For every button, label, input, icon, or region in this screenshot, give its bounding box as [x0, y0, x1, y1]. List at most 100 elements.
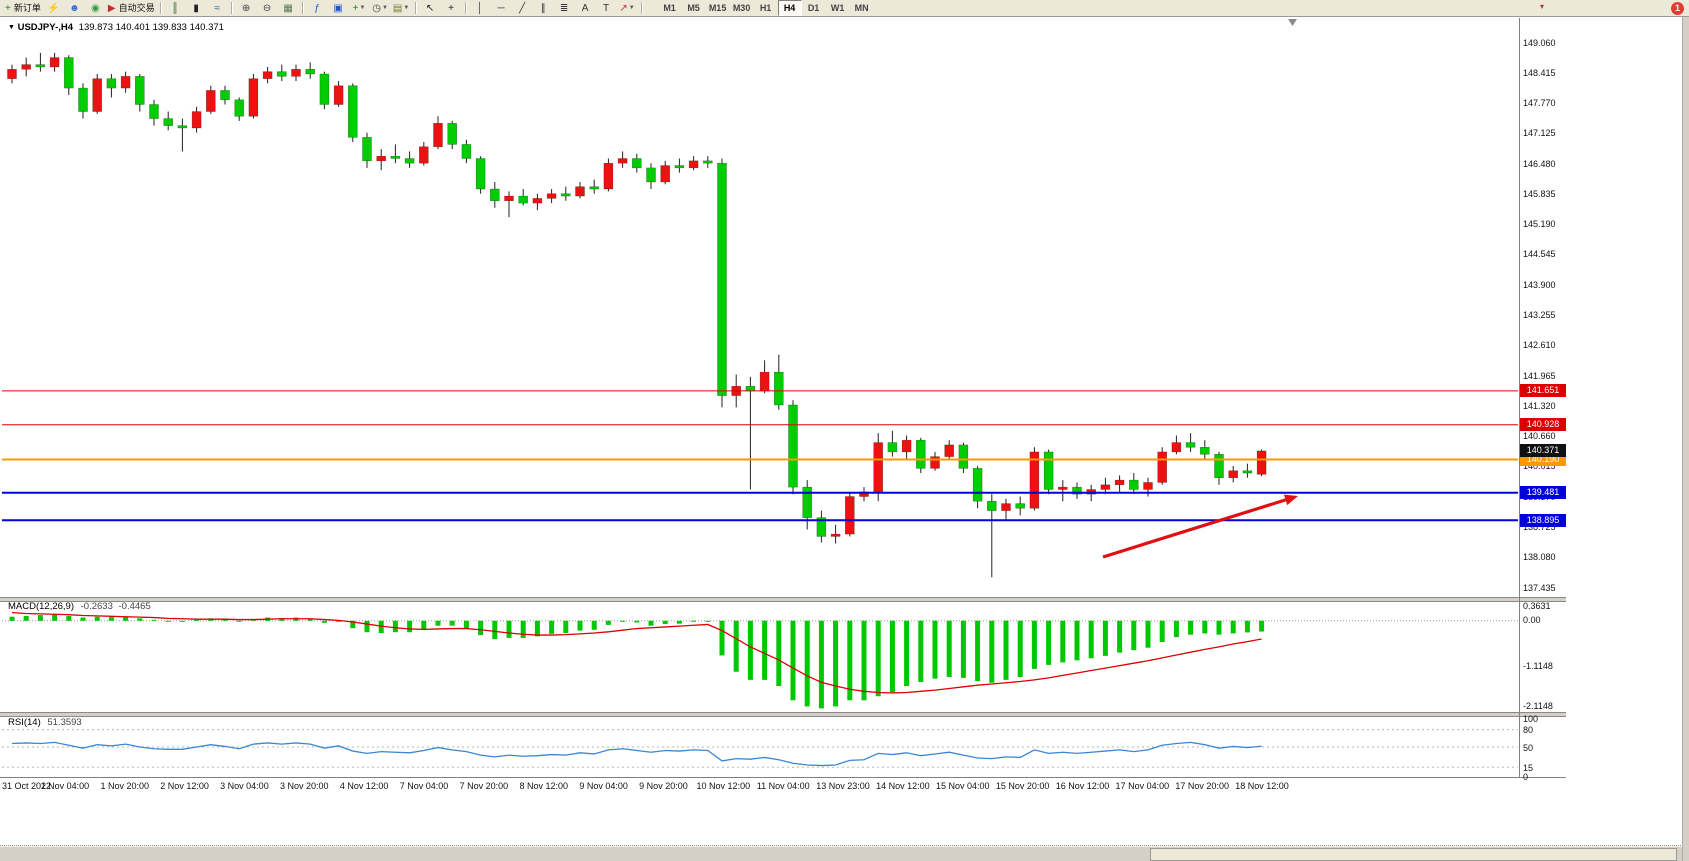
tile-windows-button[interactable]: ▦ — [278, 1, 299, 16]
add-indicator-button[interactable]: + ▼ — [349, 1, 370, 16]
candle-body — [404, 158, 415, 164]
cursor-button[interactable]: ↖ — [420, 1, 441, 16]
fibonacci-icon: ≣ — [559, 2, 569, 14]
candle-body — [589, 186, 599, 190]
line-chart-icon: ≈ — [214, 2, 220, 14]
zoom-in-button[interactable]: ⊕ — [236, 1, 257, 16]
indicator-window-button[interactable]: ▣ — [328, 1, 349, 16]
indicators-button[interactable]: ƒ — [307, 1, 328, 16]
timeframe-m5-button[interactable]: M5 — [687, 3, 700, 13]
price-axis-label: 146.480 — [1523, 158, 1556, 169]
candle-body — [816, 517, 827, 537]
candle-body — [1185, 442, 1196, 448]
price-axis-label: 142.610 — [1523, 340, 1556, 351]
text-button[interactable]: A — [575, 1, 596, 16]
price-scale-divider — [1519, 18, 1520, 778]
arrows-button[interactable]: ↗ ▼ — [617, 1, 638, 16]
price-axis-label: 143.255 — [1523, 310, 1556, 321]
candle-body — [319, 73, 330, 105]
macd-axis-label: 0.00 — [1523, 615, 1541, 626]
candle-body — [475, 158, 486, 190]
candle-body — [447, 123, 457, 145]
candle-body — [35, 64, 46, 68]
price-line-badge: 141.651 — [1520, 384, 1566, 398]
trendline-button[interactable]: ╱ — [512, 1, 533, 16]
macd-signal-value: -0.4465 — [118, 601, 151, 612]
candle-body — [944, 444, 954, 457]
line-chart-button[interactable]: ≈ — [207, 1, 228, 16]
candle-body — [575, 186, 585, 197]
candle-body — [120, 76, 131, 89]
time-axis-label: 31 Oct 2022 — [2, 781, 52, 791]
price-line-badge: 140.928 — [1520, 418, 1566, 432]
arrows-icon: ↗ — [619, 2, 628, 14]
status-divider — [0, 845, 1689, 846]
candle-body — [1143, 482, 1153, 490]
horizontal-line-button[interactable]: ─ — [491, 1, 512, 16]
cursor-icon: ↖ — [425, 2, 435, 14]
horizontal-scrollbar[interactable] — [0, 846, 1689, 861]
candle-body — [660, 165, 670, 183]
timeframe-m1-button[interactable]: M1 — [663, 3, 676, 13]
template-button[interactable]: ▤ ▼ — [391, 1, 412, 16]
trend-arrow-annotation[interactable] — [1102, 494, 1298, 559]
candle-body — [191, 111, 202, 129]
timeframe-h1-button[interactable]: H1 — [759, 3, 772, 13]
signal-icon: ◉ — [90, 2, 100, 14]
chart-shift-marker[interactable] — [1288, 19, 1297, 26]
price-axis-label: 143.900 — [1523, 279, 1556, 290]
scrollbar-thumb[interactable] — [1150, 848, 1677, 861]
timeframe-m15-button[interactable]: M15 — [708, 3, 727, 13]
time-axis-label: 10 Nov 12:00 — [696, 781, 751, 791]
candlestick-chart-button[interactable]: ▮ — [186, 1, 207, 16]
candle-body — [972, 468, 983, 502]
text-label-button[interactable]: T — [596, 1, 617, 16]
zoom-out-button[interactable]: ⊖ — [257, 1, 278, 16]
symbol-dropdown-icon[interactable]: ▼ — [8, 24, 15, 31]
add-indicator-icon: + — [352, 2, 359, 14]
signal-button[interactable]: ◉ — [85, 1, 106, 16]
new-order-button[interactable]: + 新订单 — [3, 1, 43, 16]
channel-button[interactable]: ∥ — [533, 1, 554, 16]
flash-button[interactable]: ⚡ — [43, 1, 64, 16]
timeframe-m30-button[interactable]: M30 — [732, 3, 751, 13]
timeframe-mn-button[interactable]: MN — [854, 3, 869, 13]
timeframe-w1-button[interactable]: W1 — [830, 3, 845, 13]
candle-body — [546, 193, 557, 199]
rsi-line — [11, 741, 1262, 767]
price-axis-label: 149.060 — [1523, 37, 1556, 48]
candle-body — [262, 71, 273, 79]
candle-body — [206, 90, 216, 112]
auto-trading-button[interactable]: ▶ 自动交易 — [106, 1, 157, 16]
macd-header: MACD(12,26,9) -0.2633 -0.4465 — [8, 601, 151, 612]
period-button[interactable]: ◷ ▼ — [370, 1, 391, 16]
timeframe-d1-button[interactable]: D1 — [807, 3, 820, 13]
candle-body — [1114, 479, 1125, 486]
profile-button[interactable]: ☻ — [64, 1, 85, 16]
fibonacci-button[interactable]: ≣ — [554, 1, 575, 16]
price-axis-label: 138.725 — [1523, 522, 1556, 533]
candlestick-chart-icon: ▮ — [193, 2, 199, 14]
template-icon: ▤ — [392, 2, 403, 14]
rsi-value: 51.3593 — [47, 717, 82, 728]
macd-axis-label: -2.1148 — [1523, 701, 1553, 712]
toolbar-overflow-icon[interactable]: ▾ — [1540, 2, 1545, 11]
candle-body — [845, 496, 855, 535]
candle-body — [603, 162, 614, 190]
candle-body — [333, 85, 344, 105]
bar-chart-button[interactable]: ║ — [165, 1, 186, 16]
timeframe-h4-button[interactable]: H4 — [777, 0, 802, 16]
notification-badge: 1 — [1671, 2, 1684, 15]
chart-symbol-period: USDJPY-,H4 — [17, 22, 74, 33]
pane-divider-rsi[interactable] — [0, 712, 1566, 717]
candle-body — [930, 456, 940, 469]
crosshair-button[interactable]: + — [441, 1, 462, 16]
indicator-window-icon: ▣ — [333, 2, 343, 14]
candle-body — [788, 404, 798, 488]
channel-icon: ∥ — [540, 2, 546, 14]
auto-trading-label: 自动交易 — [118, 2, 155, 13]
pane-divider-macd[interactable] — [0, 597, 1566, 602]
vertical-line-button[interactable]: │ — [470, 1, 491, 16]
